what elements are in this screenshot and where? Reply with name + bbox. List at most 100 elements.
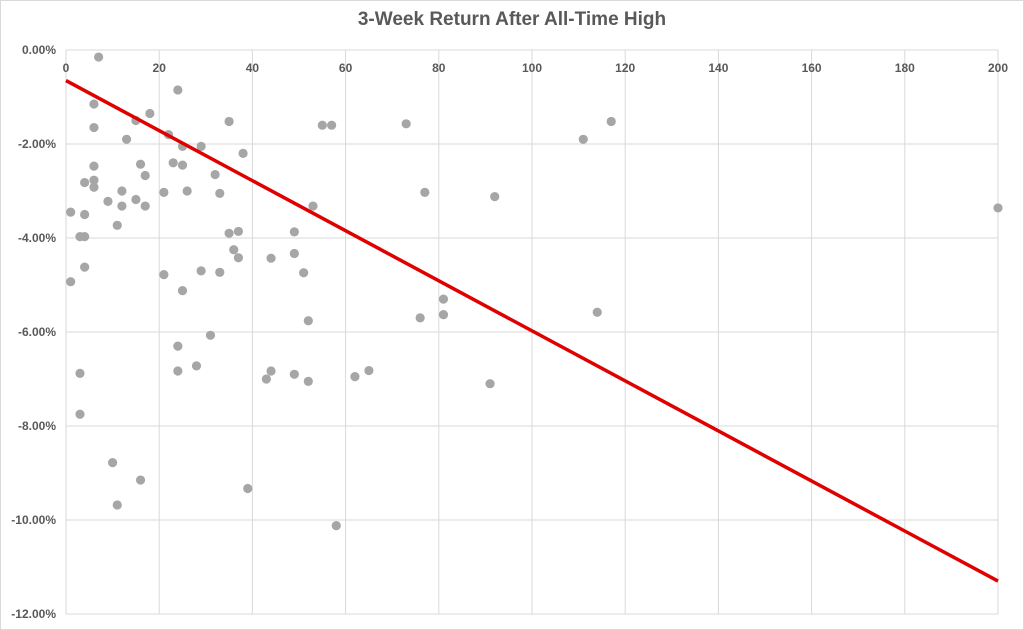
data-point [578, 134, 588, 144]
data-point [89, 161, 99, 171]
data-point [224, 116, 234, 127]
data-point [89, 175, 99, 185]
data-point [243, 483, 253, 494]
data-point [993, 203, 1003, 213]
data-point [159, 187, 169, 198]
grid-layer [65, 49, 999, 615]
data-point [215, 267, 225, 277]
data-point [80, 231, 90, 242]
data-point [182, 186, 192, 196]
x-tick-label: 140 [708, 61, 728, 75]
x-tick-label: 40 [246, 61, 260, 75]
chart-title: 3-Week Return After All-Time High [357, 9, 667, 30]
data-point [415, 313, 425, 323]
data-point [121, 134, 132, 144]
data-point [196, 141, 206, 151]
data-point [191, 361, 202, 371]
y-tick-label: -10.00% [11, 513, 56, 527]
data-point [140, 170, 150, 181]
y-tick-label: -2.00% [18, 137, 56, 151]
data-point [210, 169, 220, 180]
data-point [75, 368, 85, 378]
data-point [317, 120, 327, 130]
x-tick-label: 200 [988, 61, 1008, 75]
x-tick-label: 180 [895, 61, 915, 75]
data-point [229, 245, 239, 255]
data-point [308, 201, 318, 211]
data-point [289, 369, 299, 379]
data-point [205, 330, 216, 340]
data-point [177, 160, 188, 170]
data-point [75, 409, 85, 419]
data-point [303, 376, 313, 386]
data-point [224, 228, 234, 238]
data-point [145, 108, 155, 119]
data-point [485, 379, 495, 389]
data-point [89, 122, 99, 133]
data-point [117, 201, 127, 211]
y-tick-label: -12.00% [11, 607, 56, 621]
data-point [606, 116, 616, 127]
data-point [350, 372, 360, 382]
data-point [173, 85, 183, 95]
data-point [112, 500, 122, 510]
trend-line [65, 79, 999, 583]
data-point [303, 316, 313, 326]
y-tick-label: -8.00% [18, 419, 56, 433]
data-point [438, 310, 449, 320]
data-point [135, 159, 146, 169]
data-point [420, 187, 430, 198]
data-point [173, 341, 183, 351]
data-point [108, 458, 118, 468]
data-point [331, 521, 341, 531]
data-point [112, 220, 122, 230]
data-point [233, 253, 244, 263]
data-point [140, 201, 150, 211]
data-point [89, 99, 99, 109]
data-point [135, 475, 146, 485]
data-point [131, 194, 141, 205]
data-point [177, 286, 188, 296]
data-point [266, 366, 276, 376]
data-point [327, 120, 337, 130]
data-point [233, 226, 244, 237]
y-tick-label: 0.00% [22, 43, 56, 57]
x-tick-label: 0 [63, 61, 70, 75]
data-point [80, 177, 90, 188]
x-tick-label: 160 [802, 61, 822, 75]
data-point [238, 148, 248, 158]
x-tick-label: 20 [153, 61, 167, 75]
data-point [89, 182, 99, 192]
data-point [196, 266, 206, 276]
data-point [103, 196, 113, 206]
data-point [261, 374, 271, 384]
data-point [289, 227, 299, 237]
data-point [173, 366, 183, 376]
x-tick-label: 100 [522, 61, 542, 75]
y-tick-label: -4.00% [18, 231, 56, 245]
tick-layer: 0 20 40 60 80 100 120 140 160 180 200 0.00% -2.00% -4… [11, 43, 1008, 621]
data-point [592, 307, 602, 317]
data-point [80, 262, 90, 272]
data-point [364, 365, 374, 376]
data-point [94, 52, 104, 62]
data-point [66, 277, 76, 287]
data-point [66, 207, 76, 217]
data-point [299, 268, 309, 278]
x-tick-label: 60 [339, 61, 353, 75]
x-tick-label: 120 [615, 61, 635, 75]
data-point [438, 294, 449, 304]
data-point [490, 192, 500, 202]
data-point [266, 253, 276, 263]
data-point [401, 119, 411, 129]
data-point [168, 158, 178, 168]
data-point [117, 186, 127, 196]
point-layer [66, 52, 1003, 531]
trend-layer [65, 79, 999, 583]
y-tick-label: -6.00% [18, 325, 56, 339]
data-point [289, 248, 299, 259]
x-tick-label: 80 [432, 61, 446, 75]
data-point [80, 209, 90, 220]
